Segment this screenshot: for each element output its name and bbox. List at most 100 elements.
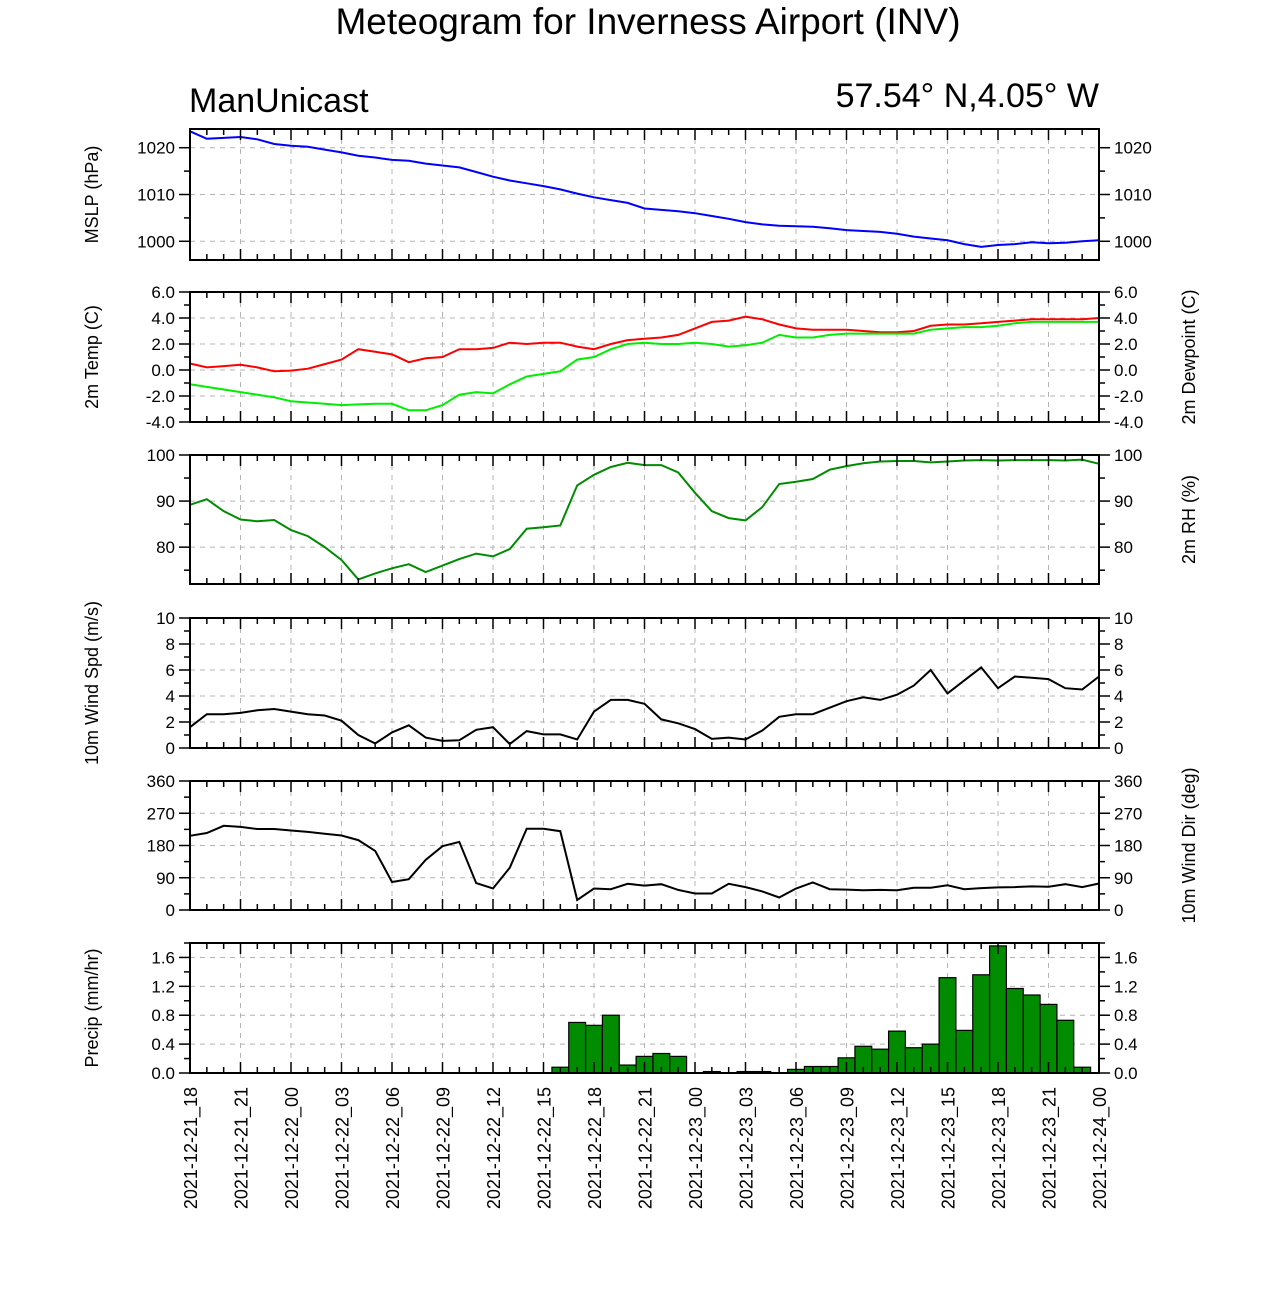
y-axis-title: Precip (mm/hr) (82, 948, 102, 1067)
x-tick-marks (189, 781, 1100, 910)
y-tick-label: 8 (166, 635, 175, 654)
y-tick-marks (179, 454, 1110, 571)
y-tick-label: 4 (166, 687, 175, 706)
y-tick-label: 0.0 (151, 361, 175, 380)
y-tick-label: 0.4 (1114, 1035, 1138, 1054)
y-tick-label: -2.0 (1114, 387, 1143, 406)
model-name-label: ManUnicast (189, 82, 369, 120)
y-tick-marks (179, 146, 1110, 243)
x-tick-label: 2021-12-24_00 (1090, 1087, 1111, 1209)
grid-lines (190, 129, 1099, 260)
y-tick-label: -2.0 (146, 387, 175, 406)
x-tick-label: 2021-12-22_12 (484, 1087, 505, 1209)
x-axis-labels: 2021-12-21_18 2021-12-21_21 2021-12-22_00 2… (181, 1087, 1111, 1209)
x-tick-label: 2021-12-22_18 (585, 1087, 606, 1209)
x-tick-label: 2021-12-23_00 (686, 1087, 707, 1209)
y-tick-label: 0.0 (1114, 1064, 1138, 1083)
precip-bar (601, 1014, 620, 1074)
x-tick-label: 2021-12-23_18 (989, 1087, 1010, 1209)
y-tick-label: 0.8 (151, 1006, 175, 1025)
wind-line (189, 824, 1100, 902)
y-tick-label: 6.0 (151, 283, 175, 302)
y-axis-title-right: 2m RH (%) (1179, 475, 1199, 564)
y-tick-label: 1.6 (151, 948, 175, 967)
panel-precipitation: 0.0 0.0 0.4 0.4 0.8 0.8 1.2 1.2 1.6 1.6 Precip (mm… (82, 942, 1138, 1083)
y-tick-label: 90 (1114, 869, 1133, 888)
x-tick-label: 2021-12-21_18 (181, 1087, 202, 1209)
y-tick-label: 0.8 (1114, 1006, 1138, 1025)
y-tick-label: 2.0 (151, 335, 175, 354)
y-axis-title: 2m Temp (C) (82, 305, 102, 409)
y-tick-label: 100 (147, 446, 175, 465)
y-tick-label: 4.0 (151, 309, 175, 328)
y-tick-label: 80 (156, 538, 175, 557)
y-tick-label: 1000 (1114, 232, 1152, 251)
precip-bar (938, 977, 957, 1074)
precip-bar (972, 974, 991, 1074)
precip-bar (568, 1021, 587, 1074)
y-tick-label: 0.4 (151, 1035, 175, 1054)
y-tick-label: 0 (166, 901, 175, 920)
y-tick-label: 0.0 (1114, 361, 1138, 380)
temp-line (189, 315, 1100, 373)
y-tick-label: 0.0 (151, 1064, 175, 1083)
x-tick-marks (189, 129, 1100, 260)
x-tick-label: 2021-12-23_06 (787, 1087, 808, 1209)
y-tick-label: 1.2 (151, 977, 175, 996)
y-tick-label: 270 (147, 804, 175, 823)
y-tick-label: 90 (156, 869, 175, 888)
dewpoint-line (189, 320, 1099, 412)
y-tick-label: -4.0 (146, 413, 175, 432)
wind-line (189, 666, 1100, 746)
panel-wind-direction: 0 0 90 90 180 180 270 270 360 360 10m Wind Dir (de… (147, 767, 1199, 923)
y-tick-label: 180 (147, 837, 175, 856)
x-tick-marks (189, 292, 1100, 422)
x-tick-marks (189, 943, 1100, 1073)
mslp-line (189, 130, 1100, 248)
x-tick-label: 2021-12-22_15 (535, 1087, 556, 1209)
y-tick-marks (179, 942, 1110, 1074)
location-coordinates-label: 57.54° N,4.05° W (836, 77, 1099, 115)
y-tick-label: 80 (1114, 538, 1133, 557)
panel-temperature-dewpoint: -4.0 -4.0 -2.0 -2.0 0.0 0.0 2.0 2.0 4.0 4.0 6.0 6.0… (82, 283, 1199, 432)
x-tick-label: 2021-12-22_03 (333, 1087, 354, 1209)
y-tick-label: 4 (1114, 687, 1123, 706)
precip-bar (1056, 1019, 1075, 1074)
y-axis-title: 10m Wind Spd (m/s) (82, 601, 102, 765)
y-tick-label: 10 (156, 609, 175, 628)
y-tick-label: 8 (1114, 635, 1123, 654)
y-axis-title: MSLP (hPa) (82, 146, 102, 244)
x-tick-label: 2021-12-22_06 (383, 1087, 404, 1209)
y-tick-label: 100 (1114, 446, 1142, 465)
x-tick-label: 2021-12-22_00 (282, 1087, 303, 1209)
x-tick-label: 2021-12-22_21 (636, 1087, 657, 1209)
y-tick-label: 1010 (1114, 186, 1152, 205)
y-tick-marks (179, 291, 1110, 423)
panel-relative-humidity: 80 80 90 90 100 100 2m RH (%) (147, 446, 1199, 585)
y-axis-title-right: 2m Dewpoint (C) (1179, 289, 1199, 424)
y-tick-label: 1.2 (1114, 977, 1138, 996)
precip-bar (1005, 987, 1024, 1074)
y-tick-marks (179, 617, 1110, 749)
y-tick-label: 6.0 (1114, 283, 1138, 302)
x-tick-marks (189, 618, 1100, 748)
y-tick-label: 270 (1114, 804, 1142, 823)
chart-title: Meteogram for Inverness Airport (INV) (335, 1, 960, 42)
y-tick-label: 0 (166, 739, 175, 758)
y-tick-label: 1010 (137, 186, 175, 205)
y-tick-label: 0 (1114, 901, 1123, 920)
panel-wind-speed: 0 0 2 2 4 4 6 6 8 8 10 10 10m Wind Spd (m/s) (82, 601, 1133, 765)
y-tick-label: 1020 (137, 139, 175, 158)
y-tick-label: 6 (166, 661, 175, 680)
y-tick-label: 1000 (137, 232, 175, 251)
y-tick-label: 4.0 (1114, 309, 1138, 328)
y-tick-marks (179, 780, 1110, 911)
x-tick-label: 2021-12-22_09 (434, 1087, 455, 1209)
y-tick-label: 180 (1114, 837, 1142, 856)
grid-lines (190, 618, 1099, 748)
y-tick-label: 360 (1114, 772, 1142, 791)
grid-lines (190, 781, 1099, 910)
x-tick-label: 2021-12-21_21 (232, 1087, 253, 1209)
